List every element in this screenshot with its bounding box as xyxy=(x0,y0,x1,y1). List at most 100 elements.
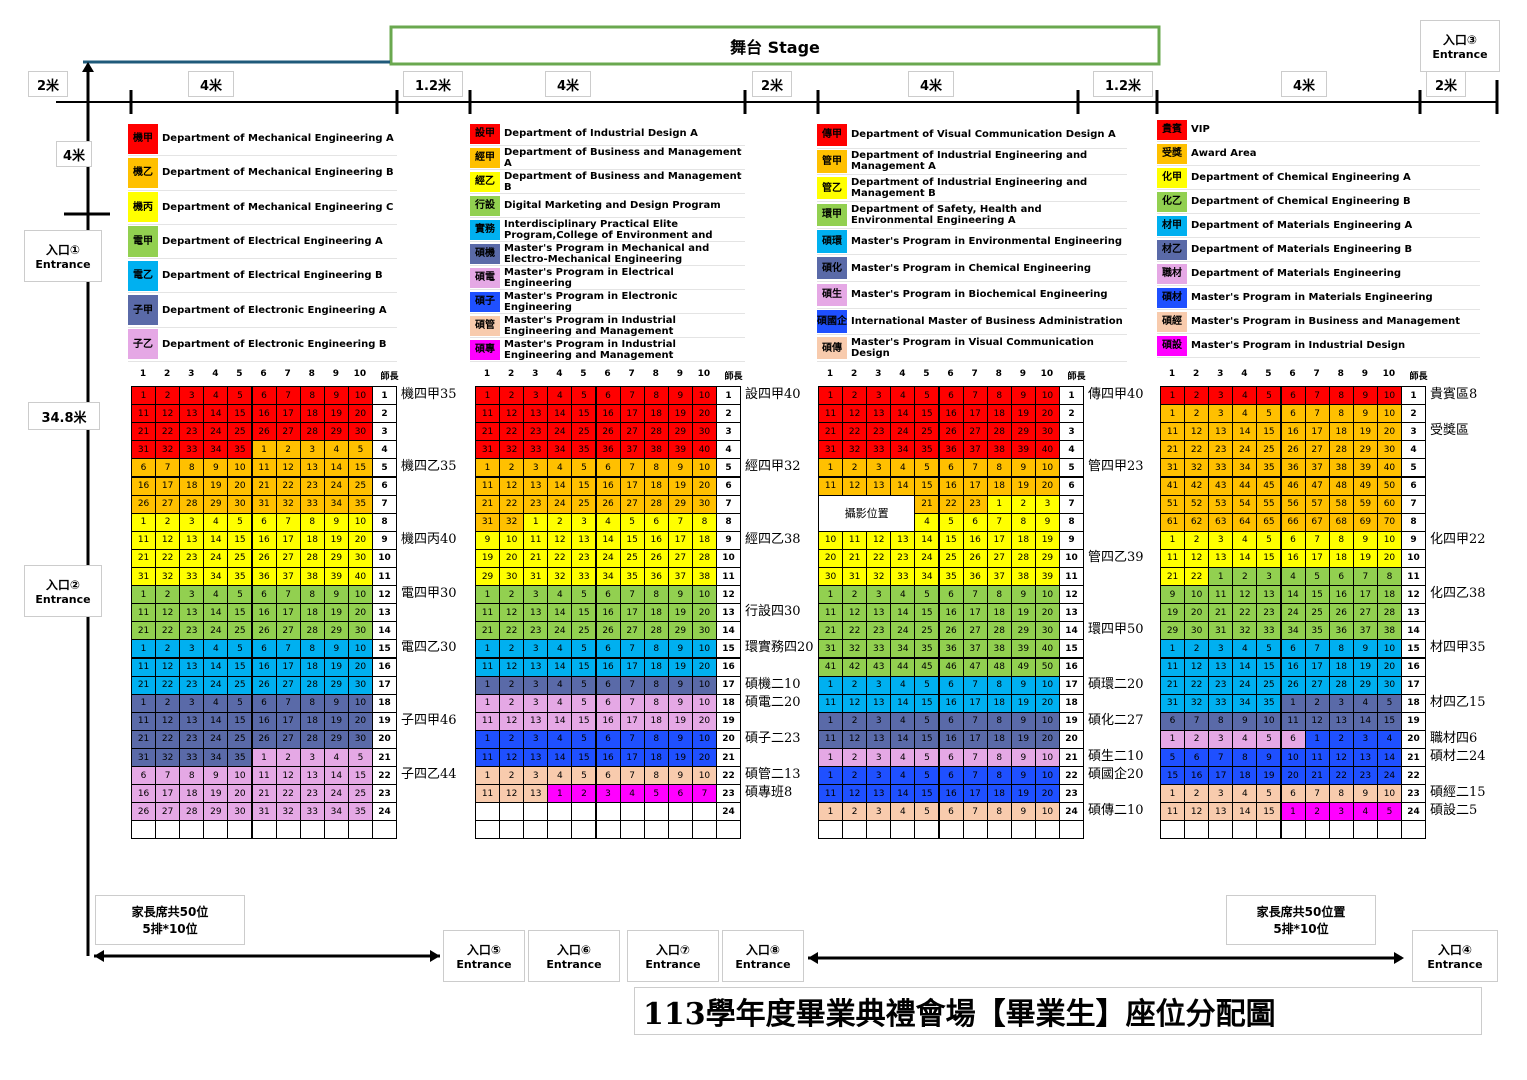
seat: 11 xyxy=(475,603,501,623)
seat: 14 xyxy=(890,603,916,623)
seat: 16 xyxy=(131,476,157,496)
seat: 16 xyxy=(595,476,621,496)
seat: 9 xyxy=(203,458,229,478)
seat: 2 xyxy=(155,639,181,659)
legend-item: 碩傳 Master's Program in Visual Communicati… xyxy=(817,335,1127,362)
seat: 54 xyxy=(1232,494,1258,514)
seat: 8 xyxy=(643,386,669,406)
row-number: 17 xyxy=(716,675,741,695)
seat: 18 xyxy=(1328,548,1354,568)
seat: 26 xyxy=(962,548,988,568)
seat xyxy=(299,820,325,840)
column-header: 2 xyxy=(164,369,171,379)
seat: 24 xyxy=(1280,603,1306,623)
seat: 7 xyxy=(619,585,645,605)
seat: 66 xyxy=(1280,512,1306,532)
legend-item: 材甲 Department of Materials Engineering A xyxy=(1157,214,1480,238)
seat: 21 xyxy=(131,675,157,695)
seat: 14 xyxy=(914,530,940,550)
seat: 1 xyxy=(475,693,501,713)
class-label: 碩材二24 xyxy=(1430,749,1486,764)
class-label: 管四乙39 xyxy=(1088,549,1144,565)
seat: 65 xyxy=(1256,512,1282,532)
seat: 31 xyxy=(251,494,277,514)
seat: 3 xyxy=(571,512,597,532)
seat xyxy=(667,820,693,840)
entrance: 入口③ Entrance xyxy=(1420,20,1500,72)
seat: 18 xyxy=(986,693,1012,713)
seat: 7 xyxy=(619,458,645,478)
seat: 35 xyxy=(938,567,964,587)
seat: 14 xyxy=(1280,585,1306,605)
seat: 17 xyxy=(619,404,645,424)
seat: 1 xyxy=(1160,404,1186,424)
seat: 5 xyxy=(227,386,253,406)
seat: 23 xyxy=(179,422,205,442)
seat: 13 xyxy=(299,458,325,478)
seat xyxy=(523,802,549,822)
seat: 4 xyxy=(619,784,645,804)
seat: 68 xyxy=(1328,512,1354,532)
seat xyxy=(523,820,549,840)
seat: 29 xyxy=(323,675,349,695)
seat: 12 xyxy=(842,476,868,496)
row-number: 10 xyxy=(372,548,397,568)
seat: 3 xyxy=(179,693,205,713)
seat: 13 xyxy=(1256,585,1282,605)
seat: 18 xyxy=(643,748,669,768)
row-number: 15 xyxy=(1059,639,1084,659)
seat: 15 xyxy=(938,530,964,550)
seat: 12 xyxy=(155,711,181,731)
seat: 2 xyxy=(1184,784,1210,804)
seat: 17 xyxy=(962,404,988,424)
row-number: 18 xyxy=(372,693,397,713)
seat: 20 xyxy=(818,548,844,568)
seat: 6 xyxy=(595,766,621,786)
seat: 14 xyxy=(890,729,916,749)
legend-swatch: 設甲 xyxy=(470,123,500,144)
seat: 35 xyxy=(347,802,373,822)
seat: 1 xyxy=(818,748,844,768)
row-number: 5 xyxy=(1059,458,1084,478)
seat: 13 xyxy=(523,476,549,496)
seat: 6 xyxy=(1328,567,1354,587)
seat: 13 xyxy=(179,603,205,623)
seat: 25 xyxy=(227,548,253,568)
seat: 7 xyxy=(275,512,301,532)
seat: 18 xyxy=(986,784,1012,804)
column-header: 1 xyxy=(1168,369,1176,379)
seat: 21 xyxy=(818,422,844,442)
seat: 48 xyxy=(986,657,1012,677)
seat: 4 xyxy=(547,693,573,713)
seat: 38 xyxy=(986,639,1012,659)
seat: 3 xyxy=(523,639,549,659)
seat xyxy=(323,820,349,840)
seat: 9 xyxy=(1034,512,1060,532)
legend-swatch: 化甲 xyxy=(1157,167,1187,188)
seat: 10 xyxy=(691,639,717,659)
seat: 14 xyxy=(323,458,349,478)
seat xyxy=(1376,820,1402,840)
seat: 19 xyxy=(323,603,349,623)
seat: 20 xyxy=(227,476,253,496)
class-label: 電四乙30 xyxy=(401,640,457,656)
seat: 32 xyxy=(155,440,181,460)
seat: 14 xyxy=(203,404,229,424)
seat: 11 xyxy=(818,784,844,804)
seat: 22 xyxy=(155,422,181,442)
seat xyxy=(691,802,717,822)
row-number: 2 xyxy=(716,404,741,424)
seat: 7 xyxy=(962,585,988,605)
class-label: 職材四6 xyxy=(1430,730,1478,746)
legend-item: 機乙 Department of Mechanical Engineering B xyxy=(128,156,397,191)
seat: 4 xyxy=(890,766,916,786)
row-number: 11 xyxy=(716,567,741,587)
seat: 17 xyxy=(1352,585,1378,605)
seat: 32 xyxy=(842,639,868,659)
seat: 27 xyxy=(155,494,181,514)
seat: 9 xyxy=(1352,404,1378,424)
seat: 6 xyxy=(938,585,964,605)
legend-swatch: 機丙 xyxy=(128,192,158,223)
entrance: 入口⑤ Entrance xyxy=(443,930,525,982)
